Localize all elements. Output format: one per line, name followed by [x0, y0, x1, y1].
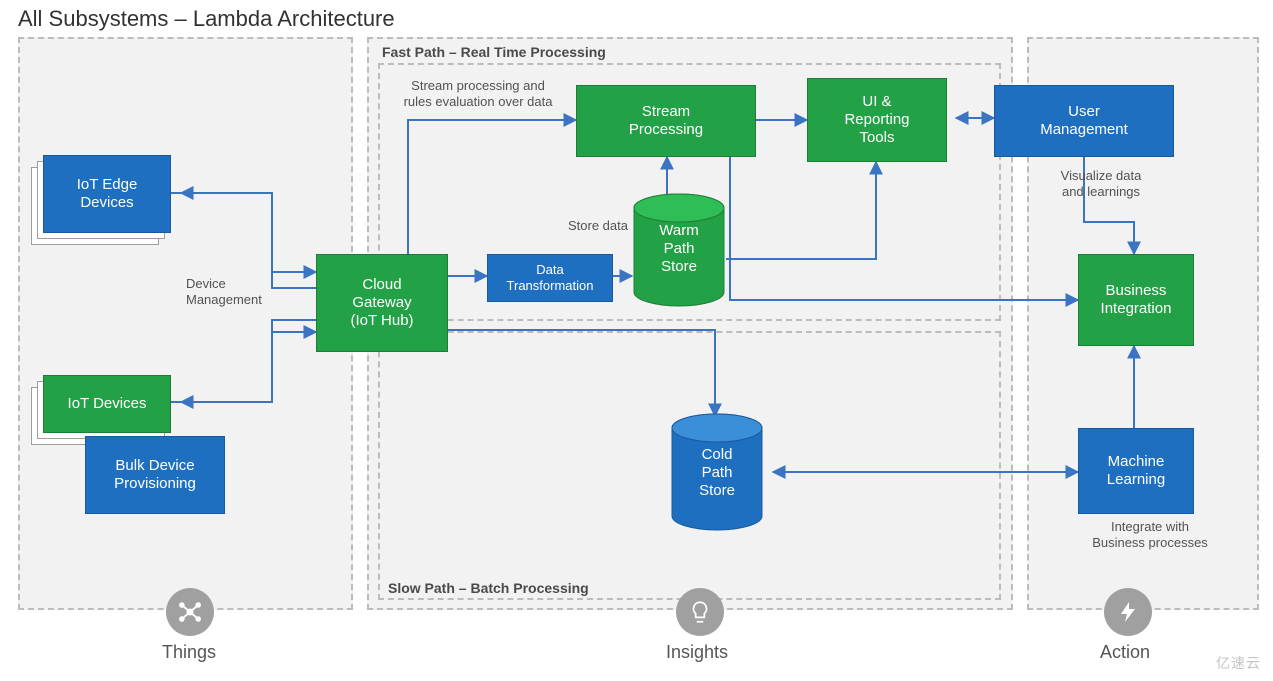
node-label: DataTransformation — [507, 262, 594, 293]
annot-store-data: Store data — [548, 218, 628, 234]
node-user-management: UserManagement — [994, 85, 1174, 157]
node-label: WarmPathStore — [659, 222, 698, 275]
node-label: UserManagement — [1040, 103, 1128, 139]
region-things — [18, 37, 353, 610]
annot-device-management: DeviceManagement — [186, 276, 286, 309]
node-bulk-device-provisioning: Bulk DeviceProvisioning — [85, 436, 225, 514]
node-label: ColdPathStore — [699, 446, 735, 499]
node-label: IoT Devices — [68, 395, 147, 413]
annot-stream-rules: Stream processing andrules evaluation ov… — [388, 78, 568, 111]
node-label: BusinessIntegration — [1101, 282, 1172, 318]
node-iot-edge-devices: IoT EdgeDevices — [43, 155, 171, 233]
annot-integrate: Integrate withBusiness processes — [1080, 519, 1220, 552]
node-label: IoT EdgeDevices — [77, 176, 138, 212]
footer-label-things: Things — [162, 642, 216, 663]
node-iot-devices: IoT Devices — [43, 375, 171, 433]
slow-path-label: Slow Path – Batch Processing — [388, 580, 589, 596]
fast-path-label: Fast Path – Real Time Processing — [382, 44, 606, 60]
warm-store-label: WarmPathStore — [632, 222, 726, 276]
node-cloud-gateway: CloudGateway(IoT Hub) — [316, 254, 448, 352]
watermark: 亿速云 — [1216, 653, 1261, 673]
footer-label-actions: Action — [1100, 642, 1150, 663]
node-label: Bulk DeviceProvisioning — [114, 457, 196, 493]
footer-label-insights: Insights — [666, 642, 728, 663]
node-label: MachineLearning — [1107, 453, 1165, 489]
annot-visualize: Visualize dataand learnings — [1036, 168, 1166, 201]
node-label: CloudGateway(IoT Hub) — [350, 276, 413, 330]
node-stream-processing: StreamProcessing — [576, 85, 756, 157]
insights-icon — [676, 588, 724, 636]
actions-icon — [1104, 588, 1152, 636]
node-label: UI &ReportingTools — [844, 93, 909, 147]
node-ui-reporting-tools: UI &ReportingTools — [807, 78, 947, 162]
things-icon — [166, 588, 214, 636]
node-label: StreamProcessing — [629, 103, 703, 139]
node-machine-learning: MachineLearning — [1078, 428, 1194, 514]
node-business-integration: BusinessIntegration — [1078, 254, 1194, 346]
node-data-transformation: DataTransformation — [487, 254, 613, 302]
page-title: All Subsystems – Lambda Architecture — [18, 6, 395, 32]
cold-store-label: ColdPathStore — [670, 446, 764, 500]
